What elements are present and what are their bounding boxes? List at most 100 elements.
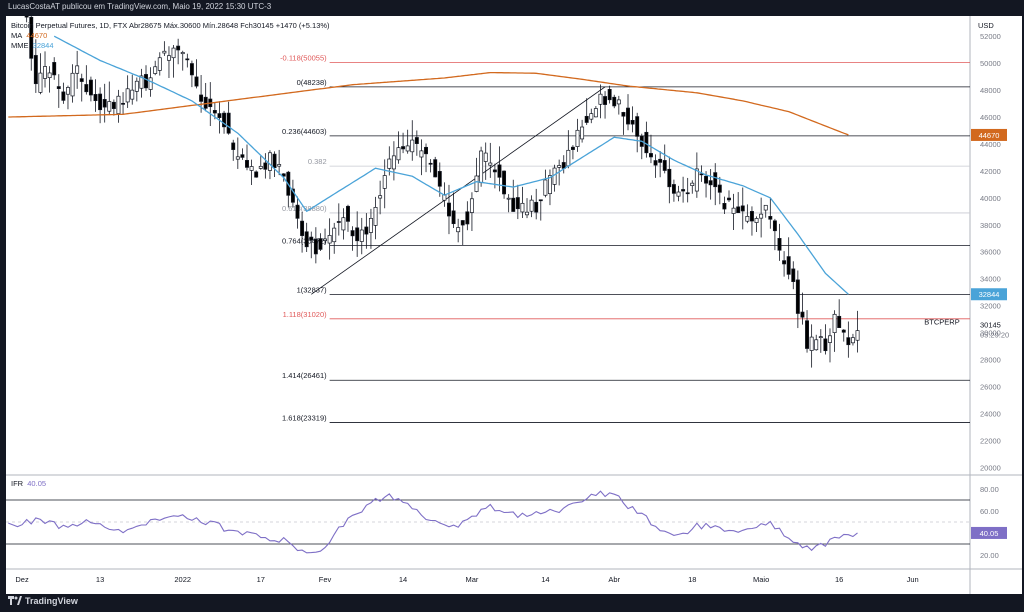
candle-body <box>740 205 745 212</box>
candle-body <box>727 197 731 201</box>
candle-body <box>341 217 346 231</box>
candle-body <box>662 160 667 171</box>
candle-body <box>364 226 369 235</box>
candle-body <box>616 99 621 105</box>
candle-body <box>405 145 410 152</box>
fib-level-label: 1.118(31020) <box>283 310 328 319</box>
candle-body <box>368 218 373 233</box>
footer-brand[interactable]: TradingView <box>8 596 78 606</box>
ema-legend[interactable]: MME 32844 <box>11 41 54 50</box>
candle-body <box>125 88 130 103</box>
candle-body <box>630 119 635 125</box>
current-price-label: 30145 <box>980 321 1001 330</box>
candle-body <box>318 238 323 250</box>
candle-body <box>84 84 89 93</box>
candle-body <box>745 215 750 222</box>
candle-body <box>474 175 479 192</box>
candle-body <box>671 184 676 194</box>
candle-body <box>355 227 360 242</box>
candle-body <box>167 55 171 61</box>
time-tick-label: Dez <box>15 575 29 584</box>
candle-body <box>171 47 176 59</box>
candle-body <box>401 146 406 150</box>
candle-body <box>424 146 428 155</box>
candle-body <box>433 159 438 178</box>
rsi-line <box>8 490 858 554</box>
countdown-label: 05:29:20 <box>980 331 1009 340</box>
candle-body <box>38 72 43 93</box>
price-tick-label: 44000 <box>980 140 1001 149</box>
candle-body <box>249 166 254 171</box>
candle-body <box>566 149 571 167</box>
candle-body <box>653 160 658 166</box>
candle-body <box>29 16 34 59</box>
candle-body <box>52 62 57 76</box>
candle-body <box>589 113 594 120</box>
candle-body <box>382 175 387 189</box>
candle-body <box>768 216 773 220</box>
candle-body <box>61 91 66 101</box>
candle-body <box>451 210 456 225</box>
price-tick-label: 20000 <box>980 463 1001 472</box>
candle-body <box>690 182 695 186</box>
candle-body <box>226 112 231 134</box>
candle-body <box>267 152 272 171</box>
candle-body <box>699 173 704 176</box>
candle-body <box>717 184 722 193</box>
candle-body <box>607 89 612 101</box>
candle-body <box>828 335 832 343</box>
candle-body <box>511 197 516 212</box>
candle-body <box>483 152 488 162</box>
candle-body <box>410 139 415 153</box>
candle-body <box>176 45 181 51</box>
candle-body <box>217 113 222 118</box>
time-tick-label: Jun <box>907 575 919 584</box>
candle-body <box>855 330 860 341</box>
candle-body <box>658 158 663 163</box>
candle-body <box>593 108 598 118</box>
candle-body <box>722 203 727 210</box>
rsi-legend-value: 40.05 <box>27 479 47 488</box>
price-tick-label: 40000 <box>980 194 1001 203</box>
candle-body <box>116 95 121 114</box>
time-tick-label: Mar <box>465 575 478 584</box>
price-tick-label: 24000 <box>980 409 1001 418</box>
candle-body <box>548 175 552 195</box>
fib-level-label: 1.618(23319) <box>282 414 327 423</box>
candle-body <box>704 175 709 184</box>
candle-body <box>231 142 236 150</box>
candle-body <box>437 171 442 187</box>
candle-body <box>823 338 828 352</box>
candle-body <box>121 102 126 105</box>
price-tick-label: 32000 <box>980 302 1001 311</box>
candle-body <box>323 238 327 241</box>
candle-body <box>387 158 392 169</box>
candle-body <box>469 198 474 213</box>
candle-body <box>749 211 754 222</box>
candle-body <box>502 170 507 195</box>
candle-body <box>846 337 851 346</box>
rsi-legend-label: IFR <box>11 479 24 488</box>
ema-legend-label: MME <box>11 41 29 50</box>
candle-body <box>795 279 800 314</box>
chart-canvas[interactable]: USD 20000 22000 24000 26000 28000 30000 32000 34… <box>6 0 1022 594</box>
chart-svg[interactable]: USD 20000 22000 24000 26000 28000 30000 32000 34… <box>6 0 1022 594</box>
ma-legend[interactable]: MA 44670 <box>11 31 47 40</box>
candle-body <box>685 192 690 195</box>
candle-body <box>713 172 718 188</box>
candle-body <box>543 179 548 196</box>
candle-body <box>772 220 777 232</box>
ema-line <box>53 35 849 295</box>
candle-body <box>43 66 47 79</box>
ma-legend-value: 44670 <box>26 31 48 40</box>
candle-body <box>570 146 575 150</box>
candle-body <box>708 180 713 186</box>
candle-body <box>258 165 263 169</box>
candle-body <box>79 78 84 82</box>
tradingview-logo-icon <box>8 596 22 605</box>
rsi-legend[interactable]: IFR 40.05 <box>11 479 46 488</box>
candle-body <box>763 204 768 211</box>
candle-body <box>272 153 277 169</box>
footer-brand-label: TradingView <box>25 596 78 606</box>
candle-body <box>300 220 305 236</box>
